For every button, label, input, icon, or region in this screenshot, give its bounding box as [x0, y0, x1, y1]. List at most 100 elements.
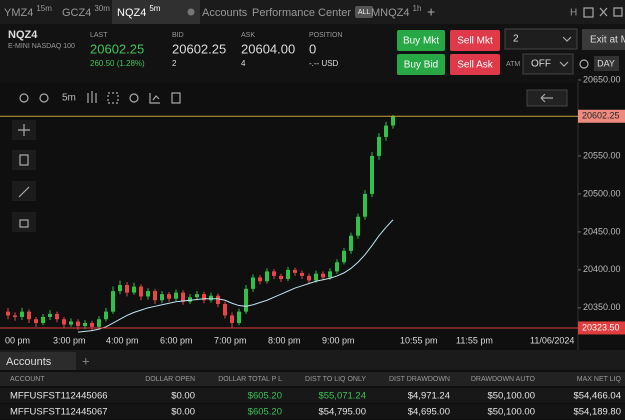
- table-cell: MFFUSFST112445066: [10, 391, 108, 402]
- sell-ask-button[interactable]: [450, 54, 500, 75]
- candle-body: [97, 319, 101, 327]
- position-label: POSITION: [309, 32, 342, 39]
- candle-body: [293, 269, 297, 273]
- indicators[interactable]: [149, 93, 160, 104]
- chart-interval[interactable]: 5m: [62, 93, 76, 104]
- column-header: ACCOUNT: [10, 376, 45, 383]
- zoom-out[interactable]: [39, 93, 49, 103]
- quantity-input[interactable]: [504, 28, 578, 50]
- table-cell: $4,971.24: [408, 391, 450, 402]
- change: 260.50 (1.28%): [90, 59, 145, 68]
- chart-type[interactable]: [87, 91, 97, 103]
- candle-body: [20, 311, 24, 317]
- x-tick-label: 8:00 pm: [268, 335, 301, 345]
- candle-body: [167, 294, 171, 299]
- settings-icon[interactable]: [579, 59, 589, 69]
- tool-button[interactable]: [12, 212, 36, 232]
- x-tick-label: 11/06/2024: [530, 335, 574, 345]
- candle-body: [244, 288, 248, 312]
- candle-body: [265, 271, 269, 282]
- tab-label: GCZ4: [62, 7, 91, 19]
- table-row: [0, 404, 625, 419]
- sell-mkt-button[interactable]: [450, 30, 500, 51]
- moving-average: [77, 219, 394, 333]
- candle-body: [90, 323, 94, 327]
- list-icon: [19, 154, 29, 166]
- candle-body: [125, 285, 129, 293]
- back-arrow: [540, 93, 553, 103]
- tab-status: [187, 8, 195, 16]
- exit-button[interactable]: [582, 29, 625, 50]
- column-header: DIST TO LIQ ONLY: [305, 376, 366, 383]
- window-icon[interactable]: [583, 7, 594, 18]
- add-tab[interactable]: +: [427, 4, 435, 20]
- candle-body: [384, 125, 388, 137]
- quote-symbol: NQZ4: [8, 29, 38, 41]
- candle-body: [258, 277, 262, 282]
- candle-body: [83, 323, 87, 327]
- position: 0: [309, 41, 316, 56]
- tab-badge-text: ALL: [358, 9, 371, 16]
- candle-body: [188, 297, 192, 302]
- templates[interactable]: [171, 92, 181, 104]
- candle-body: [34, 319, 38, 324]
- sell-ask-text: Sell Ask: [457, 60, 494, 71]
- column-header: DOLLAR TOTAL P L: [218, 376, 282, 383]
- table-cell: $50,100.00: [487, 391, 535, 402]
- drawing-tools: [12, 120, 36, 232]
- lock-icon: [19, 219, 29, 228]
- sell-mkt-text: Sell Mkt: [457, 36, 493, 47]
- candle-body: [27, 311, 31, 320]
- tab-label: YMZ4: [4, 7, 33, 19]
- candle-body: [118, 285, 122, 292]
- quantity: 2: [513, 34, 519, 45]
- x-tick-label: 11:55 pm: [456, 335, 493, 345]
- candle-body: [391, 116, 395, 126]
- plot: 20650.0020600.0020550.0020500.0020450.00…: [0, 74, 625, 345]
- ask-size: 4: [241, 59, 246, 68]
- tif-box[interactable]: [594, 56, 619, 71]
- atm: OFF: [531, 59, 551, 70]
- candle-body: [370, 155, 374, 194]
- column-header: DOLLAR OPEN: [145, 376, 195, 383]
- atm-label: ATM: [506, 61, 520, 68]
- buy-bid-button[interactable]: [397, 54, 445, 75]
- tab-interval: 15m: [36, 4, 52, 13]
- x-tick-label: 7:00 pm: [214, 335, 247, 345]
- y-tick-label: 20650.00: [583, 74, 621, 84]
- table-cell: $54,466.04: [573, 391, 621, 402]
- y-tick-label: 20350.00: [583, 302, 621, 312]
- candle-body: [160, 294, 164, 301]
- chart-settings[interactable]: [129, 93, 139, 103]
- select-tool[interactable]: [107, 92, 119, 104]
- tab-interval: 1h: [413, 4, 422, 13]
- tool-button[interactable]: [12, 150, 36, 170]
- add-panel[interactable]: +: [82, 353, 90, 368]
- y-tick-label: 20550.00: [583, 150, 621, 160]
- candle-body: [69, 321, 73, 325]
- buy-mkt-button[interactable]: [397, 30, 445, 51]
- candle-body: [230, 315, 234, 324]
- candle-body: [153, 291, 157, 301]
- zoom-in[interactable]: [19, 93, 29, 103]
- candle-body: [132, 286, 136, 293]
- maximize-icon[interactable]: [613, 7, 623, 17]
- price-label: 20602.25: [582, 111, 620, 121]
- candle-body: [363, 193, 367, 217]
- x-tick-label: 9:00 pm: [322, 335, 355, 345]
- tab-label: MNQZ4: [371, 7, 410, 19]
- tab-label: NQZ4: [117, 7, 146, 19]
- close-icon[interactable]: [599, 7, 608, 17]
- layout-button[interactable]: H: [570, 8, 577, 19]
- tab-bar: [0, 0, 625, 24]
- table-header: [0, 372, 625, 386]
- bid-size: 2: [172, 59, 177, 68]
- atm-select[interactable]: [522, 53, 574, 75]
- candle-body: [62, 319, 66, 325]
- tool-button[interactable]: [12, 181, 36, 201]
- active-tab[interactable]: [112, 0, 200, 24]
- accounts-tab[interactable]: [0, 352, 76, 370]
- candle-body: [104, 311, 108, 320]
- candle-body: [377, 136, 381, 156]
- table-cell: $605.20: [248, 407, 282, 418]
